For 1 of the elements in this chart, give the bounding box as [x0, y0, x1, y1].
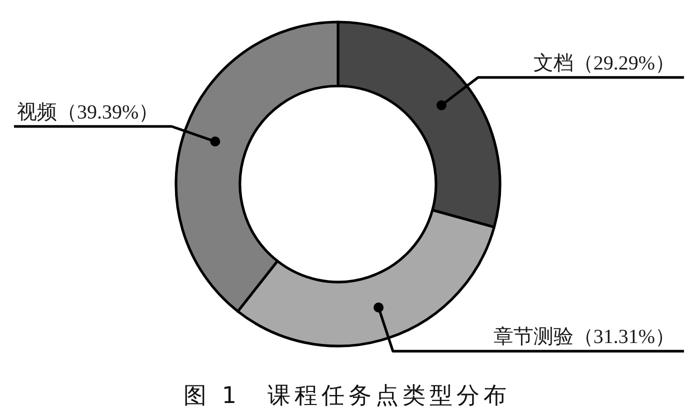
title: 图 1 课程任务点类型分布	[184, 383, 510, 409]
